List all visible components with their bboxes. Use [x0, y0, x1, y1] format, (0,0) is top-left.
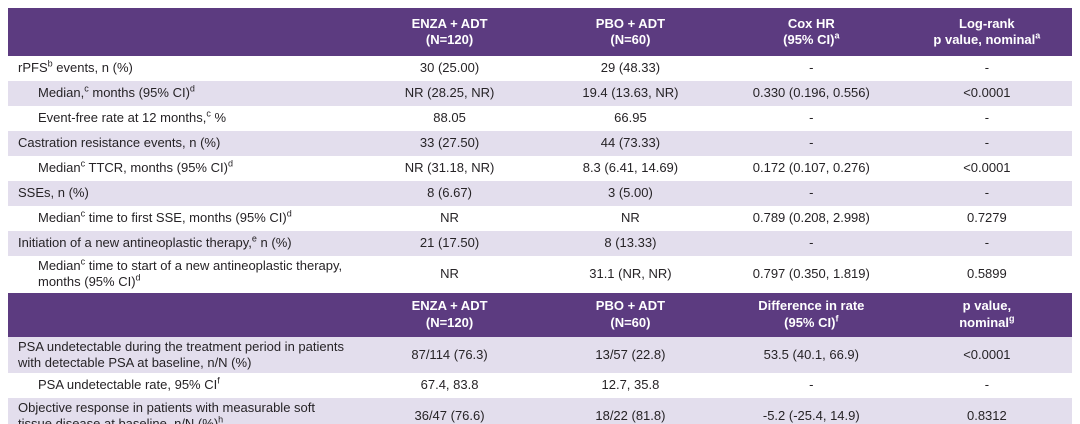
table-cell: NR [539, 206, 721, 231]
row-label: PSA undetectable during the treatment pe… [8, 336, 360, 373]
table-row: Medianc TTCR, months (95% CI)d NR (31.18,… [8, 156, 1072, 181]
table-cell: 18/22 (81.8) [539, 398, 721, 424]
row-label: Median,c months (95% CI)d [8, 81, 360, 106]
row-label: Castration resistance events, n (%) [8, 131, 360, 156]
table-cell: 33 (27.50) [359, 131, 540, 156]
column-header: Difference in rate (95% CI)f [720, 292, 902, 337]
table-cell: 0.330 (0.196, 0.556) [720, 81, 902, 106]
row-label: Event-free rate at 12 months,c % [8, 106, 360, 131]
table-cell: 3 (5.00) [539, 181, 721, 206]
table-cell: 0.797 (0.350, 1.819) [720, 256, 902, 293]
column-header-empty [8, 8, 360, 56]
row-label: Medianc TTCR, months (95% CI)d [8, 156, 360, 181]
header-row: ENZA + ADT (N=120) PBO + ADT (N=60) Cox HR (9… [8, 8, 1072, 56]
row-label: Initiation of a new antineoplastic thera… [8, 231, 360, 256]
table-cell: 8 (13.33) [539, 231, 721, 256]
table-row: Event-free rate at 12 months,c % 88.05 66.… [8, 106, 1072, 131]
table-cell: - [720, 131, 902, 156]
column-header-empty [8, 292, 360, 337]
row-label: Medianc time to start of a new antineopl… [8, 256, 360, 293]
table-cell: 21 (17.50) [359, 231, 540, 256]
column-header: PBO + ADT (N=60) [539, 292, 721, 337]
table-cell: NR (28.25, NR) [359, 81, 540, 106]
table-cell: 67.4, 83.8 [359, 373, 540, 398]
table-cell: 66.95 [539, 106, 721, 131]
table-cell: 19.4 (13.63, NR) [539, 81, 721, 106]
table-cell: 88.05 [359, 106, 540, 131]
table-cell: 8.3 (6.41, 14.69) [539, 156, 721, 181]
table-cell: -5.2 (-25.4, 14.9) [720, 398, 902, 424]
table-cell: - [720, 181, 902, 206]
column-header: p value, nominalg [901, 292, 1072, 337]
row-label: SSEs, n (%) [8, 181, 360, 206]
table-cell: - [901, 56, 1072, 81]
column-header: Log-rank p value, nominala [901, 8, 1072, 56]
table-cell: 0.172 (0.107, 0.276) [720, 156, 902, 181]
table-cell: 29 (48.33) [539, 56, 721, 81]
table-row: Initiation of a new antineoplastic thera… [8, 231, 1072, 256]
row-label: Objective response in patients with meas… [8, 398, 360, 424]
table-cell: <0.0001 [901, 156, 1072, 181]
table-cell: 87/114 (76.3) [359, 336, 540, 373]
column-header: ENZA + ADT (N=120) [359, 292, 540, 337]
row-label: PSA undetectable rate, 95% CIf [8, 373, 360, 398]
column-header: ENZA + ADT (N=120) [359, 8, 540, 56]
table-cell: NR [359, 256, 540, 293]
table-cell: 0.789 (0.208, 2.998) [720, 206, 902, 231]
table-cell: 12.7, 35.8 [539, 373, 721, 398]
table-cell: - [720, 231, 902, 256]
table-cell: - [720, 373, 902, 398]
table-cell: 30 (25.00) [359, 56, 540, 81]
table-cell: <0.0001 [901, 81, 1072, 106]
column-header: PBO + ADT (N=60) [539, 8, 721, 56]
row-label: rPFSb events, n (%) [8, 56, 360, 81]
table-cell: - [720, 56, 902, 81]
table-cell: 0.5899 [901, 256, 1072, 293]
table-cell: - [720, 106, 902, 131]
table-cell: 13/57 (22.8) [539, 336, 721, 373]
table-cell: - [901, 106, 1072, 131]
table-cell: NR [359, 206, 540, 231]
table-cell: NR (31.18, NR) [359, 156, 540, 181]
table-cell: 31.1 (NR, NR) [539, 256, 721, 293]
table-cell: 53.5 (40.1, 66.9) [720, 336, 902, 373]
table-row: Castration resistance events, n (%) 33 (2… [8, 131, 1072, 156]
table-row: Objective response in patients with meas… [8, 398, 1072, 424]
table-cell: 0.8312 [901, 398, 1072, 424]
table-cell: <0.0001 [901, 336, 1072, 373]
table-row: PSA undetectable rate, 95% CIf 67.4, 83.8… [8, 373, 1072, 398]
table-row: Medianc time to first SSE, months (95% C… [8, 206, 1072, 231]
outcomes-table: ENZA + ADT (N=120) PBO + ADT (N=60) Cox HR (9… [8, 8, 1072, 424]
table-row: Median,c months (95% CI)d NR (28.25, NR) 1… [8, 81, 1072, 106]
header-row: ENZA + ADT (N=120) PBO + ADT (N=60) Differen… [8, 292, 1072, 337]
table-cell: 0.7279 [901, 206, 1072, 231]
table-cell: - [901, 231, 1072, 256]
table-row: rPFSb events, n (%) 30 (25.00) 29 (48.33) -… [8, 56, 1072, 81]
outcomes-table-body: ENZA + ADT (N=120) PBO + ADT (N=60) Cox HR (9… [8, 8, 1072, 424]
table-row: SSEs, n (%) 8 (6.67) 3 (5.00) - - [8, 181, 1072, 206]
table-row: PSA undetectable during the treatment pe… [8, 336, 1072, 373]
table-cell: - [901, 181, 1072, 206]
table-cell: 44 (73.33) [539, 131, 721, 156]
row-label: Medianc time to first SSE, months (95% C… [8, 206, 360, 231]
table-cell: - [901, 373, 1072, 398]
table-row: Medianc time to start of a new antineopl… [8, 256, 1072, 293]
column-header: Cox HR (95% CI)a [720, 8, 902, 56]
table-cell: - [901, 131, 1072, 156]
table-cell: 8 (6.67) [359, 181, 540, 206]
table-cell: 36/47 (76.6) [359, 398, 540, 424]
